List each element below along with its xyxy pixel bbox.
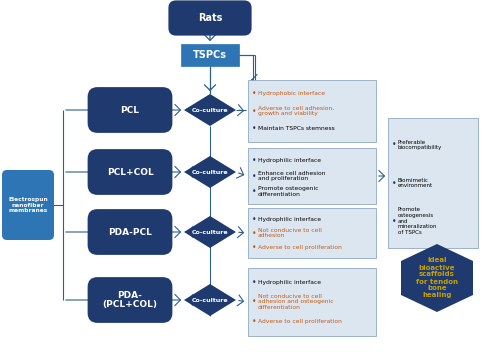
Text: •: • — [392, 217, 396, 226]
Text: PDA-
(PCL+COL): PDA- (PCL+COL) — [102, 291, 158, 309]
Text: TSPCs: TSPCs — [193, 50, 227, 60]
Text: Hydrophobic interface: Hydrophobic interface — [258, 91, 325, 96]
FancyBboxPatch shape — [248, 268, 376, 336]
FancyBboxPatch shape — [248, 148, 376, 204]
Text: Hydrophilic interface: Hydrophilic interface — [258, 280, 321, 285]
Text: PCL+COL: PCL+COL — [106, 167, 154, 176]
Text: •: • — [392, 179, 396, 188]
Text: •: • — [252, 156, 256, 165]
Text: Hydrophilic interface: Hydrophilic interface — [258, 158, 321, 163]
Text: PDA-PCL: PDA-PCL — [108, 228, 152, 237]
Text: •: • — [252, 279, 256, 287]
FancyBboxPatch shape — [88, 149, 172, 195]
Text: Rats: Rats — [198, 13, 222, 23]
Text: •: • — [252, 316, 256, 325]
Text: Preferable
biocompatibility: Preferable biocompatibility — [398, 140, 442, 150]
Text: •: • — [252, 187, 256, 196]
Text: •: • — [252, 107, 256, 116]
FancyBboxPatch shape — [248, 208, 376, 258]
Text: •: • — [252, 243, 256, 252]
Text: Enhance cell adhesion
and proliferation: Enhance cell adhesion and proliferation — [258, 171, 326, 181]
Text: •: • — [252, 171, 256, 180]
Polygon shape — [184, 156, 236, 188]
Text: •: • — [252, 124, 256, 133]
FancyBboxPatch shape — [248, 80, 376, 142]
Text: •: • — [252, 89, 256, 98]
Text: Co-culture: Co-culture — [192, 170, 228, 175]
Text: Hydrophilic interface: Hydrophilic interface — [258, 216, 321, 221]
Text: •: • — [252, 229, 256, 238]
Text: Adverse to cell adhesion,
growth and viability: Adverse to cell adhesion, growth and via… — [258, 106, 334, 116]
Text: Adverse to cell proliferation: Adverse to cell proliferation — [258, 319, 342, 324]
Text: Not conducive to cell
adhesion and osteogenic
differentiation: Not conducive to cell adhesion and osteo… — [258, 294, 334, 310]
FancyBboxPatch shape — [88, 87, 172, 133]
FancyBboxPatch shape — [388, 118, 478, 248]
Polygon shape — [401, 244, 473, 312]
FancyBboxPatch shape — [88, 209, 172, 255]
Text: Co-culture: Co-culture — [192, 108, 228, 113]
Text: Co-culture: Co-culture — [192, 230, 228, 234]
Text: •: • — [252, 215, 256, 224]
Text: Promote osteogenic
differentiation: Promote osteogenic differentiation — [258, 186, 318, 197]
Text: Not conducive to cell
adhesion: Not conducive to cell adhesion — [258, 228, 322, 238]
Polygon shape — [184, 216, 236, 248]
Text: Adverse to cell proliferation: Adverse to cell proliferation — [258, 244, 342, 249]
FancyBboxPatch shape — [88, 277, 172, 323]
Polygon shape — [184, 94, 236, 126]
Text: Ideal
bioactive
scaffolds
for tendon
bone
healing: Ideal bioactive scaffolds for tendon bon… — [416, 257, 458, 298]
Text: Electrospun
nanofiber
membranes: Electrospun nanofiber membranes — [8, 197, 48, 213]
Text: Maintain TSPCs stemness: Maintain TSPCs stemness — [258, 126, 335, 131]
FancyBboxPatch shape — [168, 0, 252, 36]
Text: Biomimetic
environment: Biomimetic environment — [398, 178, 433, 188]
Text: Promote
osteogenesis
and
mineralization
of TSPCs: Promote osteogenesis and mineralization … — [398, 207, 438, 235]
Polygon shape — [184, 284, 236, 316]
Text: •: • — [392, 140, 396, 149]
FancyBboxPatch shape — [181, 44, 239, 66]
Text: PCL: PCL — [120, 105, 140, 114]
Text: •: • — [252, 297, 256, 306]
Text: Co-culture: Co-culture — [192, 297, 228, 302]
FancyBboxPatch shape — [2, 170, 54, 240]
